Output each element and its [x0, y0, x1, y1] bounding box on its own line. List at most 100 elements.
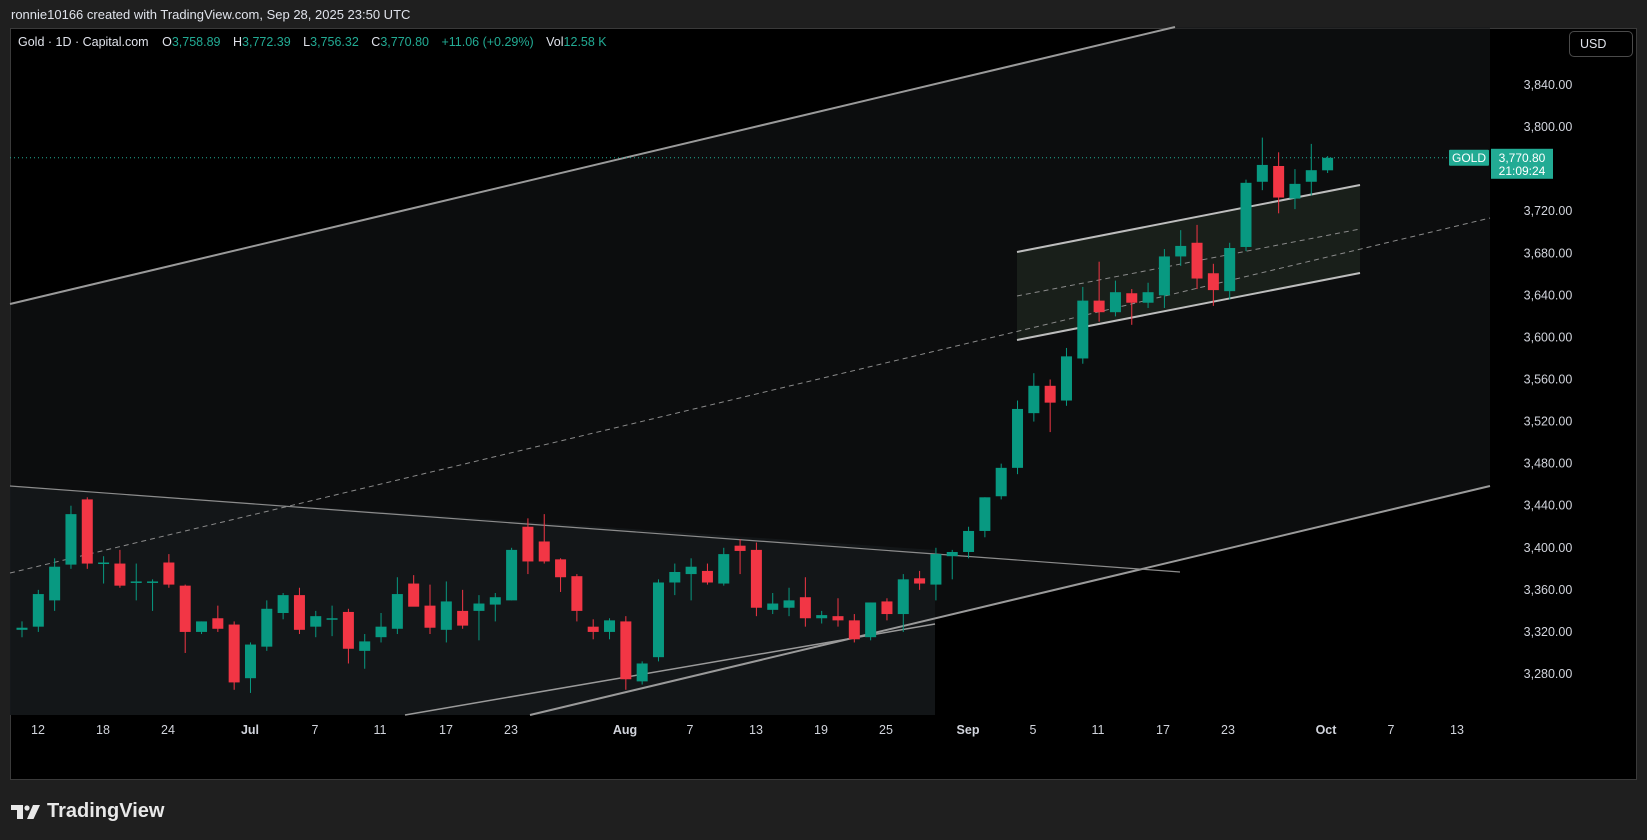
- candle-body: [750, 549, 762, 608]
- candle: [1289, 169, 1301, 210]
- time-axis-label: 11: [1092, 723, 1105, 737]
- candle: [424, 584, 436, 635]
- tradingview-logo-icon: [11, 804, 40, 819]
- candle-body: [701, 570, 713, 583]
- price-axis-label: 3,400.00: [1524, 541, 1573, 555]
- symbol-legend: Gold · 1D · Capital.com O3,758.89 H3,772…: [18, 35, 616, 49]
- attribution-text: ronnie10166 created with TradingView.com…: [11, 7, 411, 22]
- candle-body: [604, 620, 616, 632]
- price-axis-label: 3,680.00: [1524, 246, 1573, 260]
- candle: [65, 505, 77, 569]
- candle-body: [881, 601, 893, 615]
- symbol-title[interactable]: Gold · 1D · Capital.com: [18, 35, 149, 49]
- candle: [1060, 347, 1072, 406]
- tradingview-logo[interactable]: TradingView: [11, 800, 164, 823]
- candle: [277, 593, 289, 620]
- candle: [114, 549, 126, 588]
- candle: [457, 589, 469, 629]
- price-axis-label: 3,480.00: [1524, 457, 1573, 471]
- time-axis-label: 13: [749, 723, 763, 737]
- candle: [914, 570, 926, 590]
- time-axis-label: 17: [439, 723, 453, 737]
- open-label: O: [162, 35, 172, 49]
- flag-lower-line: [1016, 272, 1361, 341]
- candle: [228, 621, 240, 690]
- currency-button[interactable]: USD: [1569, 31, 1633, 57]
- candle-body: [32, 594, 44, 627]
- candle: [1158, 249, 1170, 308]
- candle: [1012, 400, 1024, 475]
- candle-body: [163, 562, 175, 585]
- time-axis-label: Jul: [241, 723, 259, 737]
- candle-body: [767, 603, 779, 610]
- candle: [49, 558, 61, 611]
- candle: [1109, 280, 1121, 317]
- candle: [1305, 143, 1317, 196]
- candle-body: [652, 582, 664, 658]
- candle-body: [995, 467, 1007, 497]
- candle-body: [865, 602, 877, 638]
- candle: [995, 463, 1007, 500]
- price-axis-label: 3,320.00: [1524, 625, 1573, 639]
- candle: [897, 574, 909, 632]
- brand-name: TradingView: [47, 800, 165, 822]
- range-fill: [10, 486, 935, 715]
- candle-body: [636, 663, 648, 682]
- candle: [1093, 261, 1105, 322]
- candle: [799, 577, 811, 627]
- candle: [391, 577, 403, 635]
- candle: [767, 593, 779, 615]
- candle-body: [147, 581, 159, 583]
- time-axis-label: 25: [879, 723, 893, 737]
- candle-body: [816, 615, 828, 619]
- candle-body: [261, 608, 273, 647]
- low-label: L: [303, 35, 311, 49]
- candle: [963, 526, 975, 559]
- price-axis-label: 3,560.00: [1524, 373, 1573, 387]
- channel-lower-line: [529, 485, 1491, 716]
- candle: [734, 539, 746, 575]
- candle: [473, 595, 485, 641]
- time-axis-label: 7: [687, 723, 694, 737]
- candle: [342, 608, 354, 664]
- candle: [685, 558, 697, 601]
- drawing-layer: [9, 26, 1491, 716]
- candle: [244, 642, 256, 693]
- candle-body: [1175, 245, 1187, 257]
- time-axis-label: 7: [312, 723, 319, 737]
- candle-body: [440, 601, 452, 630]
- candle-body: [799, 597, 811, 619]
- candle-body: [457, 610, 469, 626]
- price-axis-label: 3,800.00: [1524, 120, 1573, 134]
- channel-mid-line: [9, 217, 1491, 574]
- high-label: H: [232, 35, 243, 49]
- candle: [620, 616, 632, 690]
- candle: [16, 621, 28, 638]
- time-axis-label: 17: [1156, 723, 1170, 737]
- candle: [326, 605, 338, 637]
- candle-body: [1256, 164, 1268, 182]
- candle: [179, 584, 191, 653]
- time-axis-label: 11: [374, 723, 387, 737]
- candle: [261, 600, 273, 651]
- candle-body: [506, 549, 518, 601]
- time-axis-label: 12: [31, 723, 45, 737]
- candle-body: [930, 554, 942, 585]
- candle: [98, 556, 110, 584]
- candle-body: [98, 562, 110, 565]
- candle-body: [212, 618, 224, 629]
- candle: [32, 589, 44, 632]
- time-axis-label: 24: [161, 723, 175, 737]
- candle: [147, 579, 159, 611]
- candle-body: [1126, 293, 1138, 303]
- candle: [440, 581, 452, 643]
- time-axis-label: 7: [1388, 723, 1395, 737]
- candle-body: [1044, 385, 1056, 403]
- candle: [293, 587, 305, 635]
- candle: [1191, 224, 1203, 290]
- candle: [408, 575, 420, 607]
- candle: [881, 598, 893, 621]
- time-axis-label: Oct: [1316, 723, 1338, 737]
- candle: [130, 563, 142, 601]
